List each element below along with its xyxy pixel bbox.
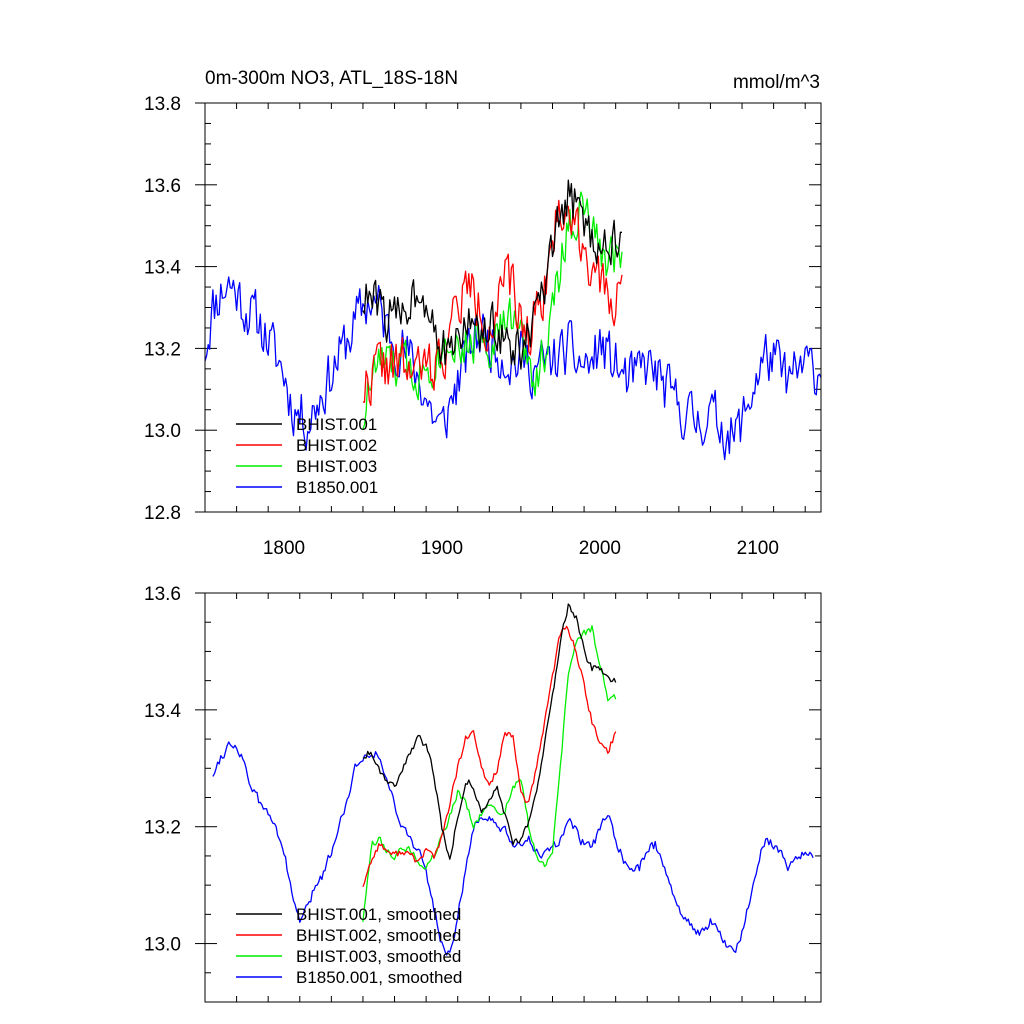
bottom-legend: BHIST.001, smoothed BHIST.002, smoothed BH… xyxy=(236,905,462,987)
chart-title: 0m-300m NO3, ATL_18S-18N xyxy=(205,68,458,89)
legend-label: B1850.001, smoothed xyxy=(296,968,462,987)
bottom-axis-ticks: 13.0 13.2 13.4 13.6 xyxy=(144,584,821,1003)
y-tick-label: 13.0 xyxy=(144,935,181,956)
y-tick-label: 12.8 xyxy=(144,503,181,524)
top-legend: BHIST.001 BHIST.002 BHIST.003 B1850.001 xyxy=(236,415,378,497)
x-tick-label: 2100 xyxy=(737,538,779,559)
y-tick-label: 13.2 xyxy=(144,339,181,360)
top-plot-frame xyxy=(204,102,822,513)
y-tick-label: 13.8 xyxy=(144,94,181,115)
series-line-bhist-002-smoothed xyxy=(362,625,617,888)
series-line-bhist-002 xyxy=(362,199,623,407)
series-line-bhist-003-smoothed xyxy=(362,625,617,922)
y-tick-label: 13.6 xyxy=(144,176,181,197)
series-line-bhist-003 xyxy=(362,191,623,430)
y-tick-label: 13.2 xyxy=(144,818,181,839)
y-tick-label: 13.4 xyxy=(144,701,181,722)
x-tick-label: 1800 xyxy=(263,538,305,559)
top-panel: 0m-300m NO3, ATL_18S-18N mmol/m^3 1800 19… xyxy=(144,68,822,559)
legend-label: BHIST.002 xyxy=(296,436,377,455)
legend-label: BHIST.002, smoothed xyxy=(296,926,461,945)
series-line-b1850-001-smoothed xyxy=(212,741,814,956)
bottom-plot-frame xyxy=(204,592,822,1003)
x-tick-label: 1900 xyxy=(421,538,463,559)
x-tick-label: 2000 xyxy=(579,538,621,559)
top-axis-ticks: 1800 1900 2000 2100 12.8 13.0 13.2 13.4 13.6 13.8 xyxy=(144,94,821,559)
y-tick-label: 13.0 xyxy=(144,421,181,442)
bottom-series-group xyxy=(212,603,814,956)
series-line-b1850-001 xyxy=(204,276,822,461)
legend-label: BHIST.001 xyxy=(296,415,377,434)
legend-label: BHIST.001, smoothed xyxy=(296,905,461,924)
series-line-bhist-001 xyxy=(362,179,622,370)
y-tick-label: 13.4 xyxy=(144,258,181,279)
top-series-group xyxy=(204,179,822,461)
bottom-panel: 13.013.213.413.6 BHIST.001, smoothedBHIS… xyxy=(144,584,822,1003)
y-tick-label: 13.6 xyxy=(144,584,181,605)
legend-label: BHIST.003 xyxy=(296,457,377,476)
units-label: mmol/m^3 xyxy=(733,72,820,93)
series-line-bhist-001-smoothed xyxy=(362,603,617,860)
legend-label: BHIST.003, smoothed xyxy=(296,947,461,966)
legend-label: B1850.001 xyxy=(296,478,378,497)
